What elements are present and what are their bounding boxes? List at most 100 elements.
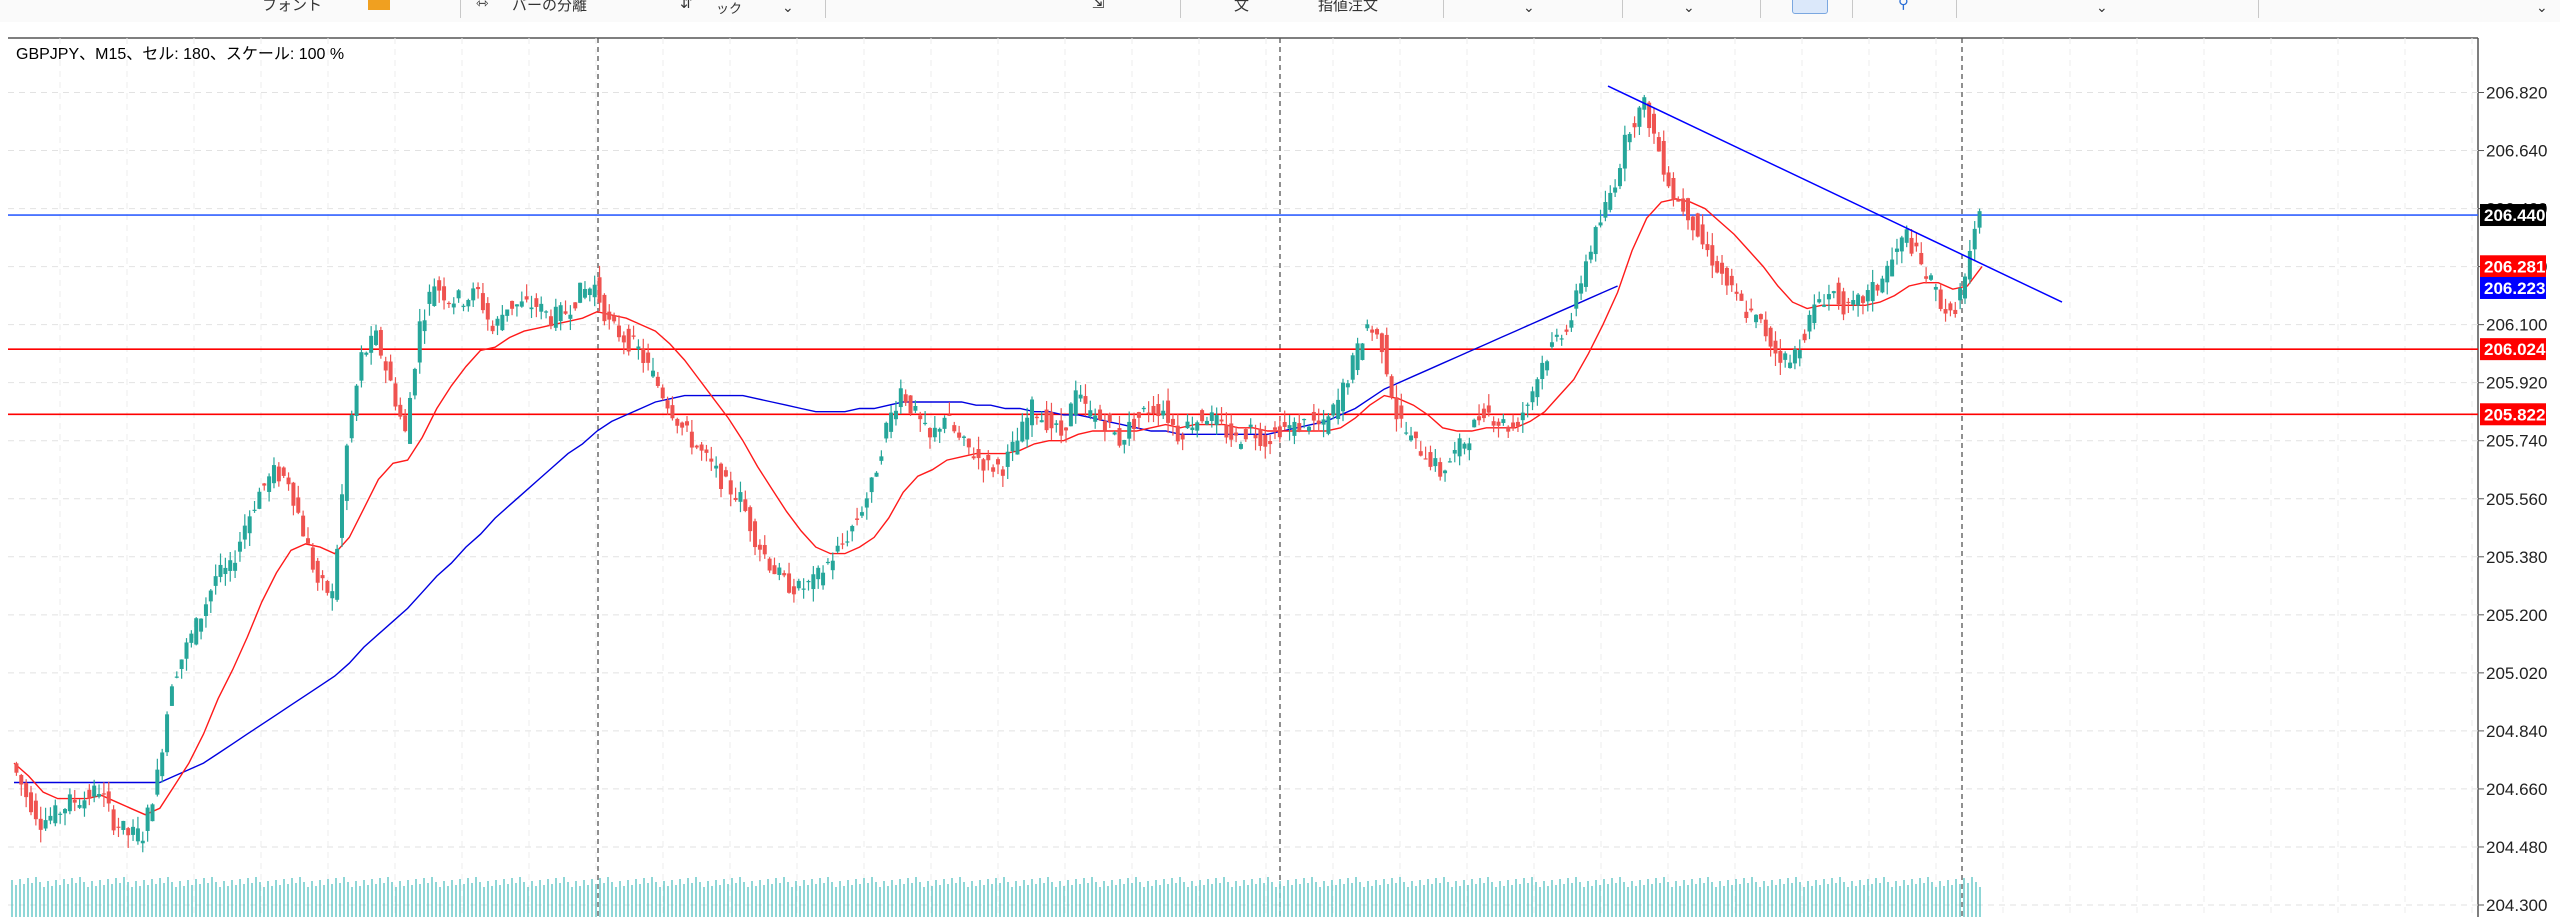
candle-up-body <box>1569 320 1574 328</box>
candle-down-body <box>1180 434 1185 440</box>
candle-up-body <box>1238 443 1243 449</box>
candle-up-body <box>354 385 359 416</box>
toolbar-font-button[interactable]: フォント <box>262 0 323 14</box>
candle-down-body <box>626 328 631 352</box>
candle-up-body <box>859 512 864 516</box>
candle-down-body <box>908 395 913 414</box>
candle-up-body <box>422 320 427 332</box>
candle-up-body <box>1826 294 1831 300</box>
candle-up-body <box>1933 286 1938 290</box>
candle-up-body <box>1831 291 1836 294</box>
candle-up-body <box>1409 435 1414 441</box>
candle-up-body <box>1462 443 1467 449</box>
candle-down-body <box>1515 421 1520 427</box>
candle-icon[interactable]: ⇿ <box>476 0 489 12</box>
chevron-down-icon[interactable]: ⌄ <box>782 0 794 16</box>
candle-down-body <box>1064 427 1069 431</box>
candle-up-body <box>82 800 87 809</box>
chevron-down-icon[interactable]: ⌄ <box>1523 0 1535 16</box>
candle-up-body <box>1783 353 1788 360</box>
candle-up-body <box>714 465 719 469</box>
candle-up-body <box>1292 421 1297 436</box>
candle-down-body <box>24 782 29 798</box>
candle-down-body <box>986 455 991 461</box>
candle-down-body <box>1268 441 1273 445</box>
candle-up-body <box>495 318 500 326</box>
candle-up-body <box>1501 419 1506 423</box>
candle-up-body <box>155 769 160 795</box>
toolbar-order-button[interactable]: 文 <box>1234 0 1250 14</box>
candle-up-body <box>544 311 549 313</box>
candle-down-body <box>1044 409 1049 431</box>
price-label-text: 206.024 <box>2484 340 2546 359</box>
candle-up-body <box>1321 419 1326 425</box>
candle-up-body <box>1885 265 1890 283</box>
price-chart[interactable]: 206.820206.640206.460206.280206.100205.9… <box>0 22 2560 917</box>
candle-up-body <box>1326 416 1331 434</box>
candle-up-body <box>48 815 53 821</box>
candle-up-body <box>242 525 247 540</box>
candle-up-body <box>1190 427 1195 431</box>
candle-down-body <box>1428 452 1433 467</box>
candle-up-body <box>131 826 136 835</box>
candle-up-body <box>203 604 208 616</box>
candle-down-body <box>1102 420 1107 431</box>
candle-down-body <box>1948 303 1953 311</box>
candle-up-body <box>194 618 199 645</box>
candle-down-body <box>393 383 398 407</box>
candle-down-body <box>1724 267 1729 286</box>
candle-down-body <box>903 394 908 403</box>
candle-up-body <box>140 840 145 844</box>
candle-up-body <box>252 509 257 511</box>
candle-down-body <box>286 477 291 485</box>
candle-up-body <box>247 516 252 534</box>
candle-down-body <box>1258 428 1263 447</box>
candle-down-body <box>723 470 728 477</box>
chevron-down-icon[interactable]: ⌄ <box>2536 0 2548 16</box>
candle-down-body <box>490 325 495 332</box>
candle-up-body <box>1559 338 1564 340</box>
toolbar-separator <box>1760 0 1761 18</box>
candle-down-body <box>1224 424 1229 438</box>
candle-up-body <box>1365 324 1370 329</box>
candle-up-body <box>1025 417 1030 440</box>
candle-down-body <box>991 467 996 472</box>
candle-up-body <box>1865 290 1870 302</box>
candle-up-body <box>1331 404 1336 416</box>
toolbar-limit-order-button[interactable]: 指値注文 <box>1318 0 1379 14</box>
trendline[interactable] <box>1607 85 2063 303</box>
candle-up-body <box>1447 461 1452 463</box>
toolbar-separator <box>825 0 826 18</box>
candle-up-body <box>650 370 655 377</box>
candle-down-body <box>1715 261 1720 273</box>
candle-up-body <box>811 574 816 590</box>
candle-up-body <box>1579 283 1584 294</box>
price-tick-label: 204.840 <box>2486 722 2547 741</box>
toolbar-toggle-button[interactable] <box>1792 0 1828 14</box>
candle-up-body <box>1812 304 1817 324</box>
candle-down-body <box>1953 309 1958 315</box>
candle-down-body <box>680 422 685 428</box>
candle-down-body <box>1647 102 1652 129</box>
price-label-box <box>2480 204 2546 227</box>
chevron-down-icon[interactable]: ⌄ <box>2096 0 2108 16</box>
candle-up-body <box>1535 379 1540 398</box>
candle-up-body <box>471 288 476 301</box>
crosshair-icon[interactable]: ⇲ <box>1092 0 1105 12</box>
color-swatch-icon[interactable] <box>368 0 390 10</box>
scroll-icon[interactable]: ⇵ <box>680 0 693 12</box>
toolbar-scroll-button[interactable]: ック <box>716 2 743 17</box>
grid <box>8 38 2478 917</box>
candle-up-body <box>937 428 942 432</box>
candle-up-body <box>1928 275 1933 280</box>
candle-down-body <box>281 467 286 476</box>
toolbar-bar-shift-button[interactable]: バーの分離 <box>512 0 588 14</box>
chevron-down-icon[interactable]: ⌄ <box>1683 0 1695 16</box>
price-tick-label: 204.300 <box>2486 896 2547 915</box>
candle-up-body <box>412 368 417 396</box>
candle-up-body <box>845 541 850 543</box>
candle-up-body <box>1525 404 1530 406</box>
toolbar-separator <box>2258 0 2259 18</box>
candle-up-body <box>456 290 461 299</box>
search-icon[interactable]: ⚲ <box>1898 0 1909 12</box>
